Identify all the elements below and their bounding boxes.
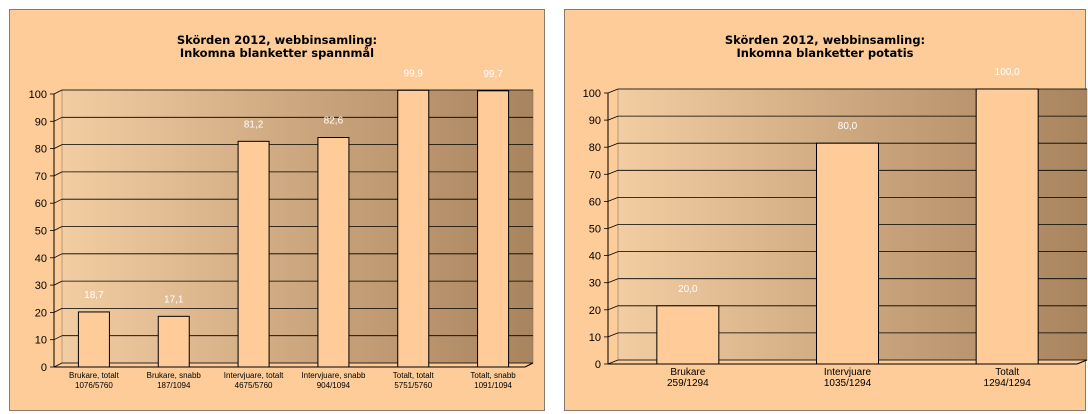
chart-title-line-2: Inkomna blanketter potatis [736,46,914,60]
gridline-depth [53,144,63,149]
y-tick-label: 40 [589,251,601,263]
gridline-depth [607,169,619,175]
y-tick-label: 60 [35,198,47,210]
x-tick-label: 187/1094 [157,381,191,390]
y-tick-label: 60 [589,196,601,208]
gridline-depth [607,115,619,121]
gridline-depth [53,226,63,231]
gridline-depth [607,197,619,202]
chart-panel-potato: Skörden 2012, webbinsamling: Inkomna bla… [564,9,1088,411]
gridline-depth [607,251,619,256]
y-tick-label: 30 [35,280,47,292]
x-tick-label: Totalt, totalt [393,371,435,380]
bar [77,311,110,368]
y-tick-label: 70 [589,169,601,181]
gridline-depth [53,198,63,204]
x-tick-label: 1091/1094 [474,381,512,390]
chart-title-line-1: Skörden 2012, webbinsamling: [176,33,378,47]
gridline-depth [607,305,619,311]
data-label: 81,2 [244,119,264,130]
gridline-depth [607,359,619,365]
bar [477,90,510,368]
x-axis-depth [1076,359,1088,365]
gridline-depth [53,89,63,95]
y-tick-label: 30 [589,278,601,290]
x-tick-label: Intervjuare, totalt [224,371,284,380]
gridline-depth [607,278,619,284]
y-tick-label: 50 [35,226,47,238]
gridline-depth [53,280,63,286]
bar [656,305,720,365]
y-tick-label: 40 [35,253,47,265]
gridline-depth [53,362,63,368]
x-tick-label: 4675/5760 [235,381,273,390]
y-tick-label: 100 [583,88,601,100]
y-tick-label: 10 [35,335,47,347]
gridline-depth [53,116,63,122]
y-tick-label: 80 [35,144,47,156]
data-label: 82,6 [324,116,344,127]
chart-title-line-2: Inkomna blanketter spannmål [179,46,375,60]
x-tick-label: Brukare, totalt [69,371,120,380]
bar [816,142,879,365]
x-tick-label: Intervjuare [824,367,872,378]
x-tick-label: Intervjuare, snabb [301,371,366,380]
data-label: 80,0 [838,121,858,132]
x-tick-label: Brukare, snabb [147,371,202,380]
gridline-depth [53,308,63,313]
x-axis-depth [524,362,534,368]
x-tick-label: 5751/5760 [394,381,432,390]
gridline-depth [607,88,619,94]
chart-panel-grain: Skörden 2012, webbinsamling: Inkomna bla… [9,9,545,411]
gridline-depth [607,332,619,338]
chart-title: Skörden 2012, webbinsamling: Inkomna bla… [10,34,544,60]
y-tick-label: 80 [589,142,601,154]
data-label: 99,9 [404,68,424,79]
data-label: 18,7 [84,290,104,301]
x-tick-label: 1294/1294 [984,378,1032,389]
y-tick-label: 50 [589,224,601,236]
x-tick-label: 259/1294 [667,378,709,389]
bar-chart-potato: 0 10 20 30 40 50 60 70 80 90 100 20,0 Brukare259/129… [583,67,1088,389]
data-label: 100,0 [995,67,1020,78]
bar-chart-grain: 0 10 20 30 40 50 60 70 80 90 100 18,7 Brukare, total… [29,68,534,390]
y-tick-label: 0 [595,359,601,371]
gridline-depth [53,253,63,259]
x-tick-label: 904/1094 [317,381,351,390]
bar [317,137,350,368]
gridline-depth [53,335,63,341]
bar [237,140,270,368]
y-tick-label: 90 [35,116,47,128]
bar [975,88,1039,365]
x-tick-label: Brukare [670,367,705,378]
x-tick-label: Totalt, snabb [470,371,516,380]
y-tick-label: 100 [29,89,47,101]
y-tick-label: 0 [41,362,47,374]
x-tick-label: 1076/5760 [75,381,113,390]
x-tick-label: 1035/1294 [824,378,872,389]
chart-title-line-1: Skörden 2012, webbinsamling: [724,33,926,47]
y-tick-label: 20 [589,305,601,317]
bar [397,89,430,368]
y-tick-label: 90 [589,115,601,127]
x-tick-label: Totalt [995,367,1019,378]
bar [157,315,190,368]
data-label: 17,1 [164,294,184,305]
y-tick-label: 70 [35,171,47,183]
gridline-depth [53,171,63,177]
gridline-depth [607,224,619,229]
data-label: 99,7 [483,69,503,80]
chart-title: Skörden 2012, webbinsamling: Inkomna bla… [565,34,1085,60]
y-tick-label: 20 [35,307,47,319]
data-label: 20,0 [678,284,698,295]
gridline-depth [607,142,619,148]
y-tick-label: 10 [589,332,601,344]
